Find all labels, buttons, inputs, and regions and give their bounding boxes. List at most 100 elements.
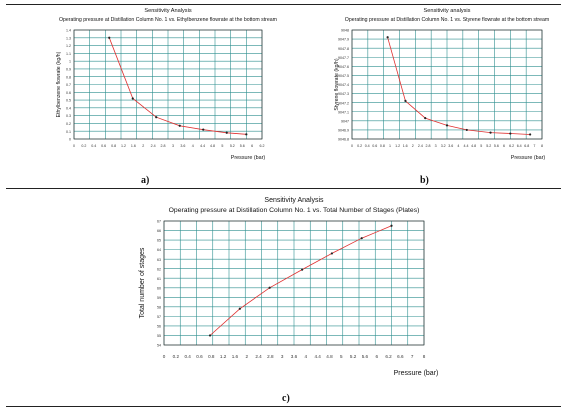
y-tick-label: 0.3 bbox=[66, 114, 71, 118]
chart-title: Sensitivity Analysis bbox=[264, 197, 324, 204]
y-tick-label: 9047.1 bbox=[338, 110, 349, 114]
x-tick-label: 6.4 bbox=[517, 144, 522, 148]
x-tick-label: 6.2 bbox=[260, 144, 265, 148]
y-tick-label: 58 bbox=[157, 305, 161, 309]
y-tick-label: 60 bbox=[157, 286, 161, 290]
x-tick-label: 0 bbox=[351, 144, 353, 148]
y-tick-label: 1.1 bbox=[66, 52, 71, 56]
x-tick-label: 1.6 bbox=[232, 354, 239, 359]
y-tick-label: 9047 bbox=[341, 119, 349, 123]
x-tick-label: 0.2 bbox=[173, 354, 180, 359]
x-tick-label: 2.8 bbox=[267, 354, 274, 359]
x-tick-label: 6.6 bbox=[397, 354, 404, 359]
top-rule bbox=[6, 4, 561, 5]
x-tick-label: 6 bbox=[503, 144, 505, 148]
plot-area-frame bbox=[73, 29, 263, 140]
x-tick-label: 0.2 bbox=[357, 144, 362, 148]
y-tick-label: 55 bbox=[157, 334, 161, 338]
x-tick-label: 0.4 bbox=[184, 354, 191, 359]
y-tick-label: 9047.3 bbox=[338, 92, 349, 96]
y-tick-label: 61 bbox=[157, 277, 161, 281]
y-tick-label: 1 bbox=[69, 60, 71, 64]
y-tick-label: 66 bbox=[157, 229, 161, 233]
middle-rule bbox=[6, 188, 561, 189]
y-tick-label: 9047.4 bbox=[338, 83, 349, 87]
x-tick-label: 4.4 bbox=[314, 354, 321, 359]
data-point bbox=[465, 128, 468, 132]
x-tick-label: 3 bbox=[172, 144, 174, 148]
y-tick-label: 9047.2 bbox=[338, 101, 349, 105]
panel-label-a: a) bbox=[141, 175, 150, 186]
x-tick-label: 0.4 bbox=[91, 144, 96, 148]
x-tick-label: 6 bbox=[375, 354, 378, 359]
x-tick-label: 3.6 bbox=[180, 144, 185, 148]
series-line bbox=[209, 225, 392, 336]
x-tick-label: 2 bbox=[245, 354, 248, 359]
y-tick-label: 9047.5 bbox=[338, 74, 349, 78]
y-tick-label: 62 bbox=[157, 267, 161, 271]
x-tick-label: 4.8 bbox=[326, 354, 333, 359]
x-tick-label: 4 bbox=[305, 354, 308, 359]
series-line bbox=[387, 37, 531, 135]
data-point bbox=[202, 128, 205, 131]
x-tick-label: 6.2 bbox=[385, 354, 392, 359]
y-tick-label: 1.2 bbox=[66, 44, 71, 48]
chart-subtitle: Operating pressure at Distillation Colum… bbox=[59, 17, 277, 23]
y-tick-label: 9048 bbox=[341, 29, 349, 33]
plot-area-frame bbox=[351, 29, 543, 140]
x-tick-label: 2.4 bbox=[255, 354, 262, 359]
x-tick-label: 0.8 bbox=[380, 144, 385, 148]
y-tick-label: 9046.9 bbox=[338, 129, 349, 133]
x-tick-label: 8 bbox=[541, 144, 543, 148]
x-axis-label: Pressure (bar) bbox=[231, 155, 266, 161]
x-tick-label: 0.6 bbox=[372, 144, 377, 148]
x-tick-label: 3 bbox=[281, 354, 284, 359]
data-point bbox=[529, 133, 532, 136]
y-tick-label: 0.4 bbox=[66, 106, 71, 110]
plot-area-frame bbox=[163, 220, 425, 346]
x-tick-label: 0.8 bbox=[111, 144, 116, 148]
data-point bbox=[245, 133, 248, 136]
x-tick-label: 2.4 bbox=[418, 144, 423, 148]
y-tick-label: 67 bbox=[157, 220, 161, 224]
x-tick-label: 2.4 bbox=[151, 144, 156, 148]
y-tick-label: 65 bbox=[157, 239, 161, 243]
y-tick-label: 0.1 bbox=[66, 130, 71, 134]
series-line bbox=[108, 37, 247, 135]
chart-title: Sensitivity analysis bbox=[424, 8, 471, 14]
x-tick-label: 4.4 bbox=[200, 144, 205, 148]
x-tick-label: 4.4 bbox=[464, 144, 469, 148]
data-point bbox=[509, 132, 512, 135]
x-tick-label: 6 bbox=[251, 144, 253, 148]
x-tick-label: 6.2 bbox=[509, 144, 514, 148]
data-point bbox=[268, 286, 271, 289]
x-tick-label: 7 bbox=[411, 354, 414, 359]
chart-subtitle: Operating pressure at Distillation Colum… bbox=[169, 207, 420, 214]
x-tick-label: 0.6 bbox=[196, 354, 203, 359]
x-tick-label: 7 bbox=[533, 144, 535, 148]
y-tick-label: 63 bbox=[157, 258, 161, 262]
y-tick-label: 56 bbox=[157, 325, 161, 329]
x-tick-label: 0 bbox=[163, 354, 166, 359]
x-tick-label: 3.6 bbox=[448, 144, 453, 148]
data-point bbox=[424, 117, 427, 120]
y-tick-label: 0.7 bbox=[66, 83, 71, 87]
x-tick-label: 1.6 bbox=[131, 144, 136, 148]
bottom-rule bbox=[6, 406, 561, 407]
data-point bbox=[390, 224, 393, 227]
y-tick-label: 54 bbox=[157, 344, 161, 348]
data-point bbox=[155, 116, 158, 119]
data-point bbox=[489, 131, 492, 134]
y-tick-label: 59 bbox=[157, 296, 161, 300]
x-tick-label: 5 bbox=[340, 354, 343, 359]
x-tick-label: 4 bbox=[192, 144, 194, 148]
x-tick-label: 3 bbox=[435, 144, 437, 148]
y-tick-label: 9046.8 bbox=[338, 138, 349, 142]
y-tick-label: 57 bbox=[157, 315, 161, 319]
data-point bbox=[108, 36, 111, 39]
x-tick-label: 0 bbox=[73, 144, 75, 148]
x-tick-label: 4 bbox=[457, 144, 459, 148]
y-tick-label: 0.5 bbox=[66, 99, 71, 103]
y-tick-label: 0.8 bbox=[66, 75, 71, 79]
